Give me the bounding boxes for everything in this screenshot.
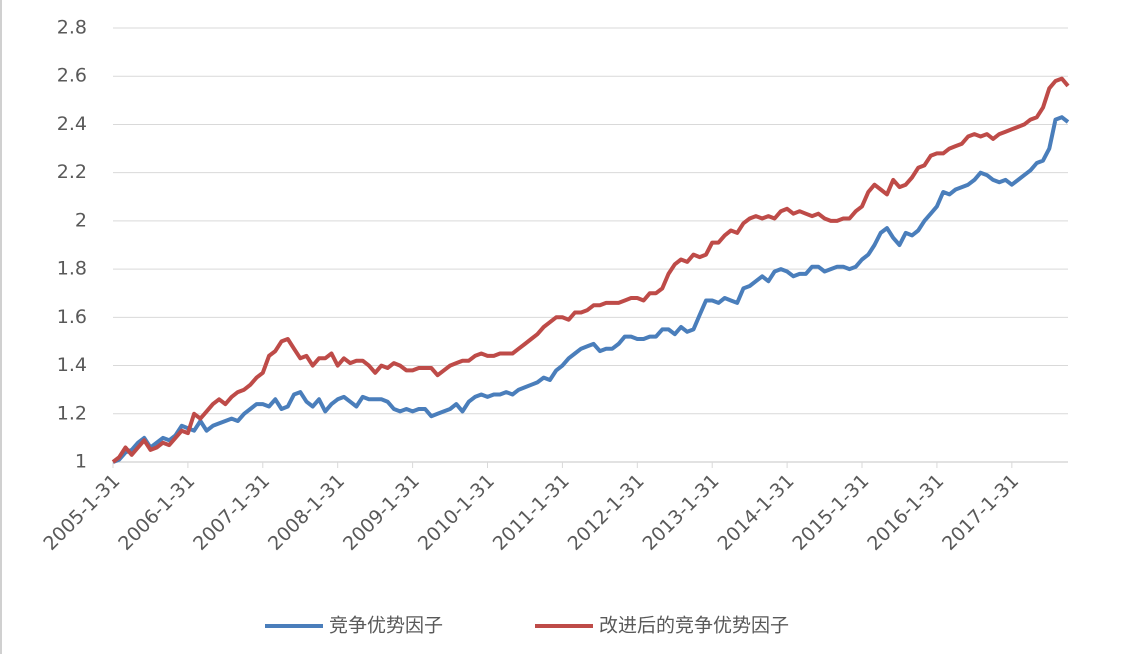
- series-line: [111, 76, 1070, 464]
- y-tick-label: 2.8: [57, 17, 87, 39]
- y-tick-label: 1.4: [57, 354, 87, 376]
- series-line: [112, 115, 1070, 464]
- y-tick-label: 2: [75, 209, 87, 231]
- y-tick-label: 1: [75, 451, 87, 473]
- y-tick-label: 2.6: [57, 65, 87, 87]
- y-tick-label: 1.6: [57, 306, 87, 328]
- y-tick-label: 1.8: [57, 258, 87, 280]
- y-tick-label: 1.2: [57, 402, 87, 424]
- legend-label: 改进后的竞争优势因子: [599, 615, 789, 637]
- y-tick-label: 2.4: [57, 113, 87, 135]
- y-tick-label: 2.2: [57, 161, 87, 183]
- legend-label: 竞争优势因子: [329, 615, 443, 637]
